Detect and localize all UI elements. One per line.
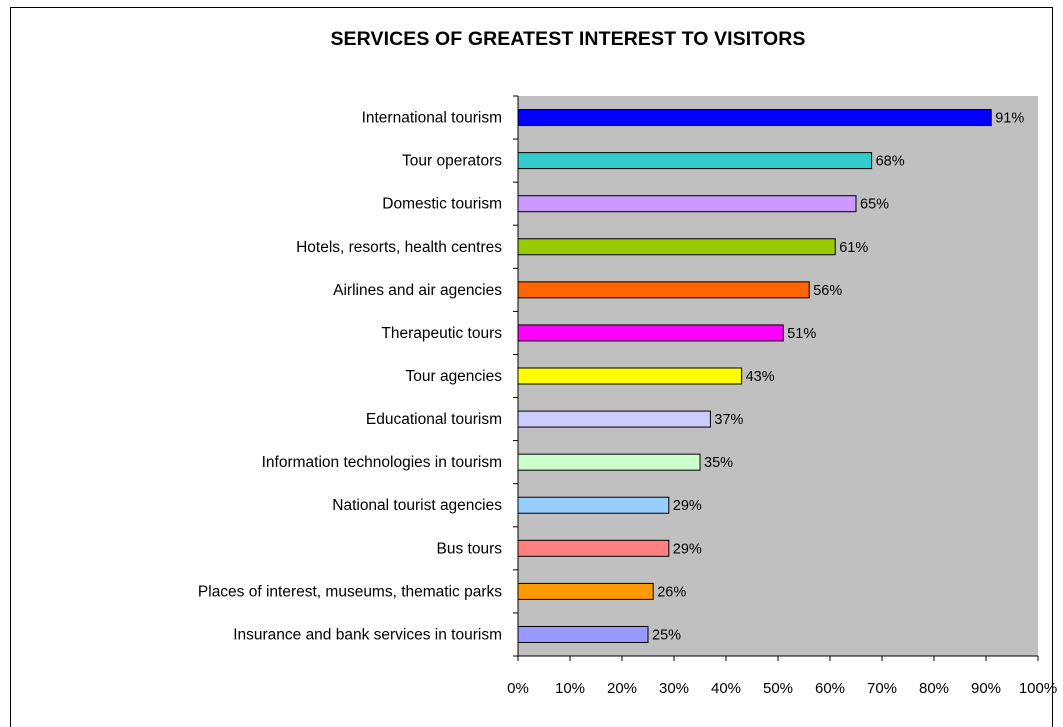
bar <box>517 109 992 127</box>
x-tick-label: 0% <box>507 680 529 697</box>
category-label: Airlines and air agencies <box>333 282 502 299</box>
value-label: 56% <box>813 283 842 299</box>
category-label: Bus tours <box>437 540 503 557</box>
category-label: Information technologies in tourism <box>262 454 502 471</box>
category-label: Hotels, resorts, health centres <box>296 239 502 256</box>
category-label: Therapeutic tours <box>381 325 502 342</box>
x-tick-label: 20% <box>607 680 637 697</box>
category-label: Places of interest, museums, thematic pa… <box>198 583 502 600</box>
bar <box>517 238 836 256</box>
x-tick-label: 50% <box>763 680 793 697</box>
bar <box>517 195 857 213</box>
value-label: 26% <box>657 584 686 600</box>
value-label: 61% <box>839 240 868 256</box>
value-label: 51% <box>787 326 816 342</box>
labels-group: 91% International tourism 68% Tour operator… <box>198 110 1057 697</box>
category-label: Tour agencies <box>405 368 502 385</box>
x-tick-label: 70% <box>867 680 897 697</box>
x-tick-label: 80% <box>919 680 949 697</box>
category-label: Educational tourism <box>366 411 502 428</box>
bar <box>517 281 810 299</box>
value-label: 35% <box>704 455 733 471</box>
chart-title: SERVICES OF GREATEST INTEREST TO VISITOR… <box>330 28 806 50</box>
category-label: Tour operators <box>402 153 502 170</box>
category-label: Insurance and bank services in tourism <box>233 626 502 643</box>
bar <box>517 625 649 643</box>
value-label: 29% <box>673 498 702 514</box>
bar <box>517 152 873 170</box>
value-label: 37% <box>714 412 743 428</box>
x-tick-label: 30% <box>659 680 689 697</box>
bar <box>517 367 743 385</box>
value-label: 29% <box>673 541 702 557</box>
bar <box>517 410 711 428</box>
bar <box>517 496 670 514</box>
bars-group <box>517 109 992 643</box>
x-tick-label: 100% <box>1019 680 1057 697</box>
value-label: 43% <box>746 369 775 385</box>
bar <box>517 453 701 471</box>
bar <box>517 324 784 342</box>
value-label: 68% <box>876 154 905 170</box>
value-label: 25% <box>652 627 681 643</box>
value-label: 65% <box>860 197 889 213</box>
x-tick-label: 60% <box>815 680 845 697</box>
category-label: National tourist agencies <box>332 497 502 514</box>
axes-group <box>513 95 1039 661</box>
bar <box>517 582 654 600</box>
bar <box>517 539 670 557</box>
x-tick-label: 10% <box>555 680 585 697</box>
category-label: International tourism <box>362 110 502 127</box>
x-tick-label: 90% <box>971 680 1001 697</box>
category-label: Domestic tourism <box>382 196 502 213</box>
x-tick-label: 40% <box>711 680 741 697</box>
value-label: 91% <box>995 111 1024 127</box>
